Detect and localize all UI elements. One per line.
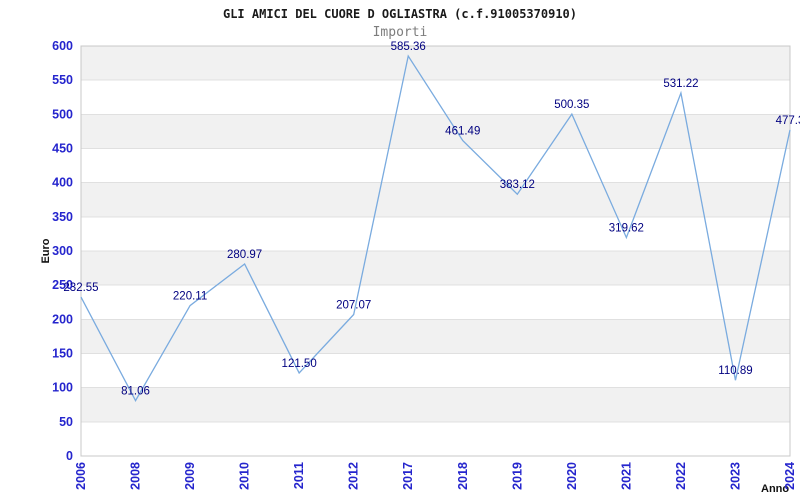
x-tick-label: 2008 bbox=[129, 462, 143, 490]
y-tick-label: 500 bbox=[52, 107, 73, 121]
x-tick-label: 2010 bbox=[238, 462, 252, 490]
data-line bbox=[80, 54, 791, 402]
x-tick-label: 2006 bbox=[74, 462, 88, 490]
data-label: 121.50 bbox=[282, 358, 317, 370]
data-label: 232.55 bbox=[63, 282, 98, 294]
grid-band bbox=[81, 251, 790, 286]
y-tick-label: 0 bbox=[66, 449, 73, 463]
y-tick-label: 50 bbox=[59, 415, 73, 429]
x-tick-label: 2018 bbox=[456, 462, 470, 490]
x-tick-label: 2023 bbox=[728, 462, 742, 490]
x-tick-label: 2021 bbox=[619, 462, 633, 490]
y-tick-label: 450 bbox=[52, 142, 73, 156]
data-label: 81.06 bbox=[121, 386, 150, 398]
grid-band bbox=[81, 319, 790, 354]
x-tick-label: 2012 bbox=[347, 462, 361, 490]
y-tick-label: 600 bbox=[52, 39, 73, 53]
y-tick-label: 200 bbox=[52, 312, 73, 326]
grid-band bbox=[81, 46, 790, 81]
y-tick-label: 400 bbox=[52, 176, 73, 190]
data-label: 461.49 bbox=[445, 126, 480, 138]
grid-band bbox=[81, 387, 790, 422]
x-tick-label: 2011 bbox=[292, 462, 306, 489]
x-tick-label: 2020 bbox=[565, 462, 579, 490]
y-tick-label: 100 bbox=[52, 381, 73, 395]
chart-subtitle: Importi bbox=[372, 25, 428, 40]
x-tick-label: 2017 bbox=[401, 462, 415, 490]
x-tick-label: 2019 bbox=[510, 462, 524, 490]
x-tick-label: 2009 bbox=[183, 462, 197, 490]
y-tick-label: 300 bbox=[52, 244, 73, 258]
x-tick-label: 2024 bbox=[783, 462, 797, 490]
grid-band bbox=[81, 182, 790, 217]
x-tick-label: 2022 bbox=[674, 462, 688, 490]
y-tick-label: 550 bbox=[52, 73, 73, 87]
y-tick-label: 150 bbox=[52, 347, 73, 361]
data-label: 383.12 bbox=[500, 179, 535, 191]
data-label: 585.36 bbox=[391, 41, 426, 53]
plot-border bbox=[80, 45, 791, 457]
data-label: 220.11 bbox=[173, 291, 207, 303]
data-label: 477.3 bbox=[776, 115, 800, 127]
data-label: 207.07 bbox=[336, 300, 371, 312]
data-label: 500.35 bbox=[554, 99, 589, 111]
x-axis-title: Anno bbox=[761, 483, 790, 495]
data-label: 110.89 bbox=[718, 365, 752, 377]
chart-title: GLI AMICI DEL CUORE D OGLIASTRA (c.f.910… bbox=[222, 7, 577, 21]
grid-band bbox=[81, 114, 790, 149]
y-tick-label: 250 bbox=[52, 278, 73, 292]
data-label: 319.62 bbox=[609, 223, 644, 235]
data-label: 531.22 bbox=[663, 78, 698, 90]
data-label: 280.97 bbox=[227, 249, 262, 261]
y-tick-label: 350 bbox=[52, 210, 73, 224]
